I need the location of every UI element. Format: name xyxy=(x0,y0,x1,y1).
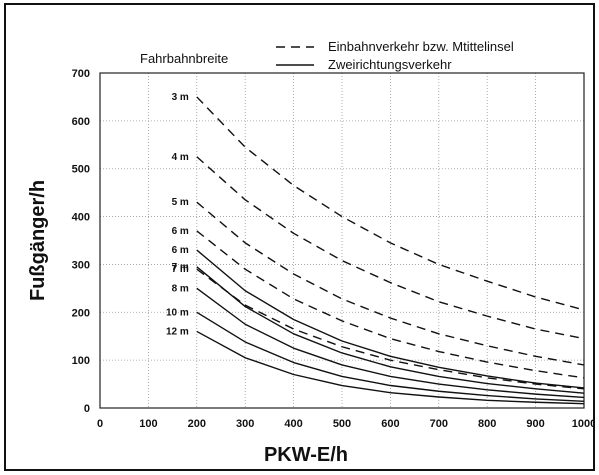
dashed-curve-3m xyxy=(196,96,585,311)
curve-label: 12 m xyxy=(166,326,189,337)
curve-labels: 3 m4 m5 m6 m7 m6 m7 m8 m10 m12 m xyxy=(166,92,189,337)
curve-label: 6 m xyxy=(172,245,189,256)
y-tick-label: 400 xyxy=(72,212,90,224)
legend-title: Fahrbahnbreite xyxy=(140,51,228,66)
x-tick-label: 200 xyxy=(188,418,206,430)
curves xyxy=(196,96,585,405)
curve-label: 8 m xyxy=(172,283,189,294)
dashed-curve-7m xyxy=(196,268,585,390)
grid xyxy=(100,73,584,408)
x-tick-label: 600 xyxy=(381,418,399,430)
curve-label: 3 m xyxy=(172,92,189,103)
legend-label-solid: Zweirichtungsverkehr xyxy=(328,57,452,72)
solid-curve-8m xyxy=(196,287,585,399)
curve-label: 10 m xyxy=(166,307,189,318)
plot-area xyxy=(99,72,585,409)
y-tick-label: 500 xyxy=(72,164,90,176)
dashed-curve-4m xyxy=(196,156,585,340)
x-tick-label: 300 xyxy=(236,418,254,430)
y-axis-ticks: 0 100 200 300 400 500 600 700 xyxy=(72,68,90,415)
y-tick-label: 200 xyxy=(72,307,90,319)
x-tick-label: 400 xyxy=(284,418,302,430)
x-tick-label: 500 xyxy=(333,418,351,430)
legend: Fahrbahnbreite Einbahnverkehr bzw. Mtitt… xyxy=(140,39,514,72)
x-tick-label: 900 xyxy=(526,418,544,430)
curve-label: 5 m xyxy=(172,197,189,208)
y-tick-label: 300 xyxy=(72,259,90,271)
curve-label: 6 m xyxy=(172,226,189,237)
y-tick-label: 0 xyxy=(84,403,90,415)
curve-label: 4 m xyxy=(172,152,189,163)
legend-label-dashed: Einbahnverkehr bzw. Mtittelinsel xyxy=(328,39,514,54)
dashed-curve-5m xyxy=(196,201,585,366)
x-tick-label: 700 xyxy=(430,418,448,430)
x-tick-label: 800 xyxy=(478,418,496,430)
solid-curve-10m xyxy=(196,311,585,402)
solid-curve-6m xyxy=(196,249,585,389)
y-axis-title: Fußgänger/h xyxy=(27,180,49,301)
y-tick-label: 600 xyxy=(72,116,90,128)
x-axis-title: PKW-E/h xyxy=(264,444,348,466)
x-tick-label: 0 xyxy=(97,418,103,430)
x-tick-label: 100 xyxy=(139,418,157,430)
solid-curve-7m xyxy=(196,266,585,394)
y-tick-label: 100 xyxy=(72,355,90,367)
curve-label: 7 m xyxy=(172,264,189,275)
y-tick-label: 700 xyxy=(72,68,90,80)
solid-curve-12m xyxy=(196,330,585,405)
curve-label: 7 m xyxy=(172,262,189,273)
dashed-curve-6m xyxy=(196,230,585,379)
